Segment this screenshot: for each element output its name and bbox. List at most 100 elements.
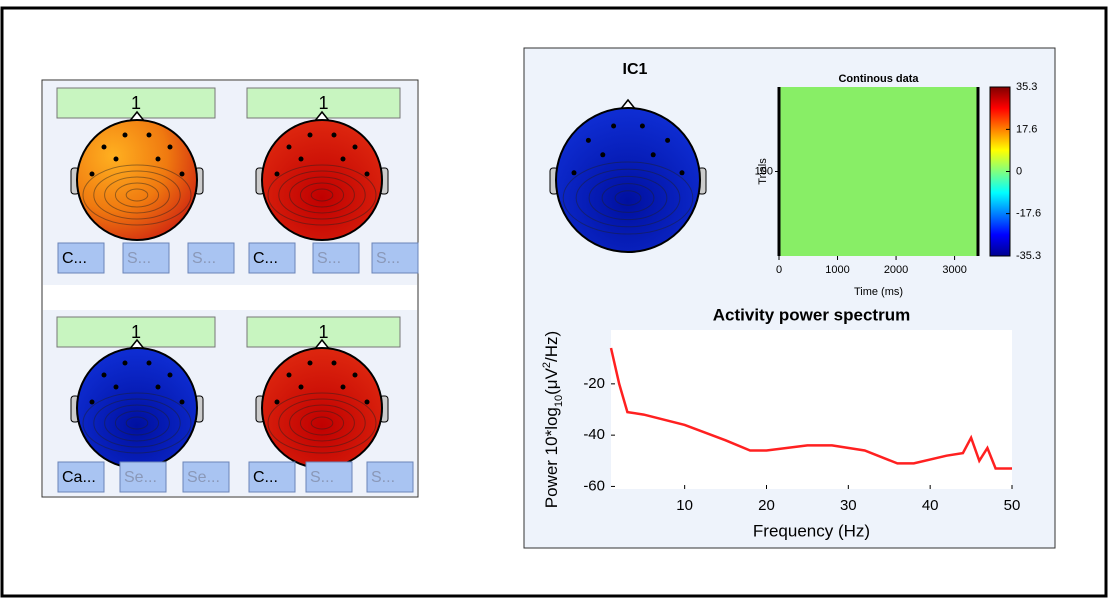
plot-area [611, 330, 1012, 489]
electrode [168, 373, 173, 378]
electrode [102, 145, 107, 150]
electrode [90, 172, 95, 177]
electrode [123, 361, 128, 366]
button-label: S... [127, 250, 151, 267]
component-label: 1 [318, 93, 328, 113]
electrode [123, 133, 128, 138]
x-tick-label: 10 [676, 497, 693, 514]
colorbar-tick-label: -35.3 [1016, 250, 1041, 262]
button[interactable]: C... [58, 243, 104, 273]
electrode [341, 385, 346, 390]
x-tick-label: 40 [922, 497, 939, 514]
electrode [665, 138, 670, 143]
button[interactable]: Se... [183, 462, 229, 492]
button-label: S... [310, 469, 334, 486]
component-label: 1 [131, 322, 141, 342]
button-label: S... [376, 250, 400, 267]
y-tick-label: -60 [583, 477, 605, 494]
x-axis-label: Frequency (Hz) [753, 521, 870, 540]
electrode [275, 172, 280, 177]
y-axis-label-part: 10 [553, 395, 565, 407]
button[interactable]: C... [249, 462, 295, 492]
electrode [572, 170, 577, 175]
electrode [287, 373, 292, 378]
y-axis-label: Power 10*log10(μV2/Hz) [541, 331, 565, 508]
electrode [332, 361, 337, 366]
button[interactable]: S... [372, 243, 418, 273]
electrode [287, 145, 292, 150]
topoplot [262, 348, 382, 468]
button[interactable]: S... [367, 462, 413, 492]
electrode [102, 373, 107, 378]
button-label: S... [317, 250, 341, 267]
button-label: S... [371, 469, 395, 486]
erp-image [779, 87, 978, 256]
electrode [586, 138, 591, 143]
x-axis-label: Time (ms) [854, 286, 903, 298]
topoplot [77, 120, 197, 240]
y-axis-label: Trials [757, 158, 769, 185]
x-tick-label: 2000 [884, 264, 908, 276]
electrode [180, 172, 185, 177]
electrode [299, 157, 304, 162]
electrode [114, 157, 119, 162]
electrode [299, 385, 304, 390]
button[interactable]: Ca... [58, 462, 104, 492]
electrode [680, 170, 685, 175]
electrode [341, 157, 346, 162]
button-label: C... [253, 250, 278, 267]
x-tick-label: 30 [840, 497, 857, 514]
x-tick-label: 0 [776, 264, 782, 276]
colorbar-tick-label: 0 [1016, 165, 1022, 177]
y-axis-label-part: Power 10*log [542, 407, 561, 508]
electrode [147, 361, 152, 366]
electrode [308, 361, 313, 366]
button[interactable]: S... [313, 243, 359, 273]
button-label: Se... [124, 469, 157, 486]
button[interactable]: S... [306, 462, 352, 492]
electrode [156, 157, 161, 162]
electrode [180, 400, 185, 405]
button[interactable]: Se... [120, 462, 166, 492]
button-label: C... [253, 469, 278, 486]
electrode [611, 124, 616, 129]
electrode [308, 133, 313, 138]
button-label: Ca... [62, 469, 96, 486]
x-tick-label: 3000 [942, 264, 966, 276]
topoplot [262, 120, 382, 240]
button[interactable]: S... [188, 243, 234, 273]
topoplot [77, 348, 197, 468]
button[interactable]: C... [249, 243, 295, 273]
electrode [365, 400, 370, 405]
electrode [600, 152, 605, 157]
electrode [90, 400, 95, 405]
erp-title: Continous data [838, 73, 919, 85]
y-axis-label-part: /Hz) [542, 331, 561, 362]
electrode [147, 133, 152, 138]
button[interactable]: S... [123, 243, 169, 273]
electrode [651, 152, 656, 157]
x-tick-label: 50 [1004, 497, 1021, 514]
colorbar-tick-label: -17.6 [1016, 208, 1041, 220]
x-tick-label: 1000 [825, 264, 849, 276]
button-label: Se... [187, 469, 220, 486]
electrode [353, 373, 358, 378]
electrode [114, 385, 119, 390]
colorbar-tick-label: 35.3 [1016, 81, 1037, 93]
ic-topoplot [556, 108, 700, 252]
chart-title: Activity power spectrum [713, 305, 910, 324]
y-tick-label: -40 [583, 426, 605, 443]
electrode [332, 133, 337, 138]
electrode [156, 385, 161, 390]
button-label: S... [192, 250, 216, 267]
component-label: 1 [131, 93, 141, 113]
electrode [353, 145, 358, 150]
electrode [275, 400, 280, 405]
screen: 1 C... S... S... 1 C... S... S... 1 Ca... Se... Se.… [0, 0, 1108, 598]
ic-title: IC1 [623, 61, 648, 78]
colorbar-tick-label: 17.6 [1016, 123, 1037, 135]
button-label: C... [62, 250, 87, 267]
electrode [640, 124, 645, 129]
x-tick-label: 20 [758, 497, 775, 514]
component-label: 1 [318, 322, 328, 342]
